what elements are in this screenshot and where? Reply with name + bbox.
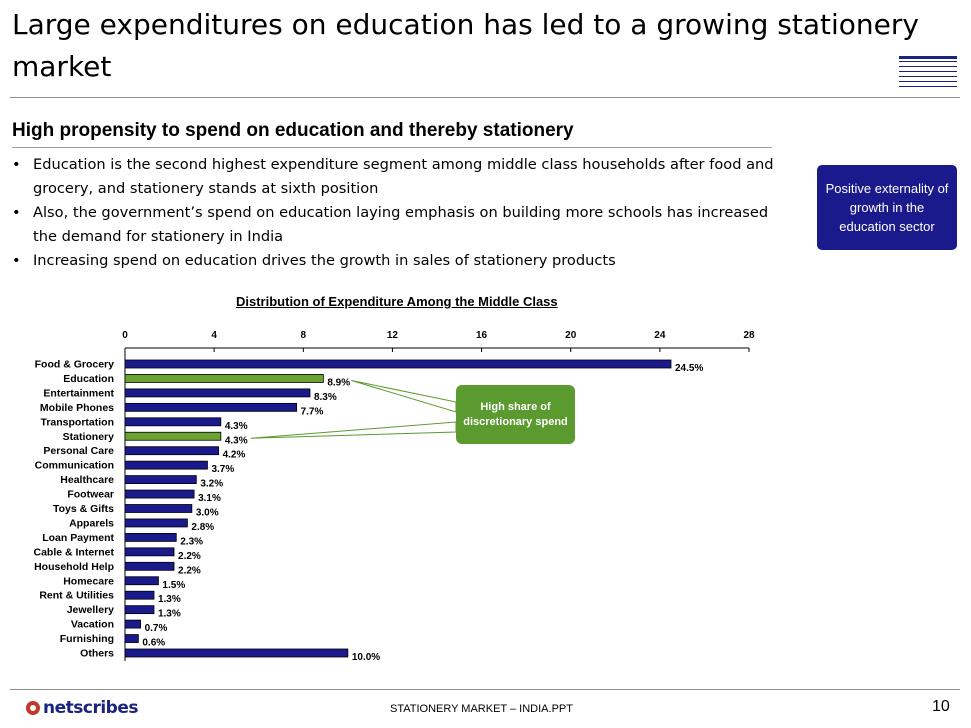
bar-others: [124, 648, 349, 658]
bar-communication: [124, 460, 208, 470]
data-label: 2.3%: [180, 536, 203, 547]
data-label: 3.7%: [211, 464, 234, 475]
bar-apparels: [124, 518, 188, 528]
category-label: Healthcare: [60, 474, 114, 486]
logo-mark-icon: [26, 701, 40, 715]
bar-rent-utilities: [124, 590, 155, 600]
category-label: Apparels: [69, 517, 114, 529]
category-label: Jewellery: [67, 604, 114, 616]
data-label: 1.3%: [158, 594, 181, 605]
category-label: Others: [80, 648, 114, 660]
section-heading-underline: [12, 147, 772, 148]
data-label: 2.2%: [178, 565, 201, 576]
data-label: 0.7%: [145, 623, 168, 634]
bar-cable-internet: [124, 547, 175, 557]
category-label: Homecare: [63, 575, 114, 587]
data-label: 7.7%: [301, 406, 324, 417]
data-label: 8.9%: [327, 377, 350, 388]
slide-title: Large expenditures on education has led …: [12, 8, 919, 83]
bar-loan-payment: [124, 532, 177, 542]
bar-food-grocery: [124, 359, 672, 369]
footer-filename: STATIONERY MARKET – INDIA.PPT: [390, 703, 573, 715]
bar-footwear: [124, 489, 195, 499]
category-label: Footwear: [67, 489, 114, 501]
data-label: 2.2%: [178, 551, 201, 562]
netscribes-logo: netscribes: [26, 698, 138, 718]
bar-furnishing: [124, 634, 139, 643]
category-label: Household Help: [34, 561, 114, 573]
data-label: 1.5%: [162, 580, 185, 591]
bar-toys-gifts: [124, 504, 193, 513]
x-tick-label: 20: [565, 330, 577, 341]
data-label: 3.1%: [198, 493, 221, 504]
data-label: 4.2%: [223, 450, 246, 461]
data-label: 4.3%: [225, 421, 248, 432]
data-label: 4.3%: [225, 435, 248, 446]
x-tick-label: 0: [122, 330, 128, 341]
connector-stationery: [250, 421, 457, 439]
bullet-item: • Also, the government’s spend on educati…: [12, 204, 769, 245]
x-tick-label: 28: [743, 330, 755, 341]
bar-stationery: [124, 431, 222, 441]
data-label: 2.8%: [191, 522, 214, 533]
category-label: Communication: [35, 460, 114, 472]
x-tick-label: 24: [654, 330, 666, 341]
footer-divider: [10, 689, 960, 690]
category-label: Entertainment: [43, 387, 114, 399]
category-label: Mobile Phones: [40, 402, 114, 414]
bar-entertainment: [124, 388, 311, 398]
data-label: 10.0%: [352, 652, 380, 663]
bullet-item: • Increasing spend on education drives th…: [12, 252, 616, 269]
data-label: 8.3%: [314, 392, 337, 403]
page-number: 10: [932, 698, 950, 715]
bullet-item: • Education is the second highest expendi…: [12, 156, 774, 197]
data-label: 1.3%: [158, 609, 181, 620]
connector-education: [351, 379, 457, 413]
header-divider: [10, 97, 960, 98]
category-label: Cable & Internet: [33, 546, 114, 558]
bar-personal-care: [124, 446, 219, 456]
bar-transportation: [124, 417, 222, 427]
data-label: 24.5%: [675, 363, 703, 374]
x-tick-label: 8: [301, 330, 307, 341]
category-label: Stationery: [63, 431, 115, 443]
bar-healthcare: [124, 475, 197, 485]
bar-homecare: [124, 576, 159, 586]
chart-title: Distribution of Expenditure Among the Mi…: [236, 294, 558, 309]
category-label: Loan Payment: [42, 532, 114, 544]
section-heading: High propensity to spend on education an…: [12, 120, 574, 141]
category-label: Vacation: [71, 619, 114, 631]
data-label: 3.0%: [196, 508, 219, 519]
category-label: Furnishing: [60, 633, 114, 645]
bullet-list: • Education is the second highest expendi…: [12, 153, 782, 273]
category-label: Food & Grocery: [35, 359, 115, 371]
bar-household-help: [124, 561, 175, 571]
bar-mobile-phones: [124, 402, 298, 412]
category-label: Personal Care: [43, 445, 114, 457]
data-label: 0.6%: [142, 638, 165, 649]
category-label: Transportation: [40, 416, 114, 428]
category-label: Rent & Utilities: [39, 590, 114, 602]
category-label: Education: [63, 373, 114, 385]
category-label: Toys & Gifts: [53, 503, 114, 515]
x-tick-label: 12: [387, 330, 399, 341]
bar-education: [124, 374, 324, 383]
x-tick-label: 16: [476, 330, 488, 341]
data-label: 3.2%: [200, 479, 223, 490]
logo-text: netscribes: [43, 698, 138, 718]
callout-box: Positive externality of growth in the ed…: [817, 165, 957, 250]
x-tick-label: 4: [211, 330, 217, 341]
bar-jewellery: [124, 605, 155, 615]
header-logo-lines: [899, 56, 957, 91]
bar-vacation: [124, 619, 141, 629]
annotation-box: High share of discretionary spend: [456, 385, 575, 444]
expenditure-bar-chart: 0 4 8 12 16 20 24 28 Food & Grocery 24.5% Educatio…: [33, 330, 755, 663]
